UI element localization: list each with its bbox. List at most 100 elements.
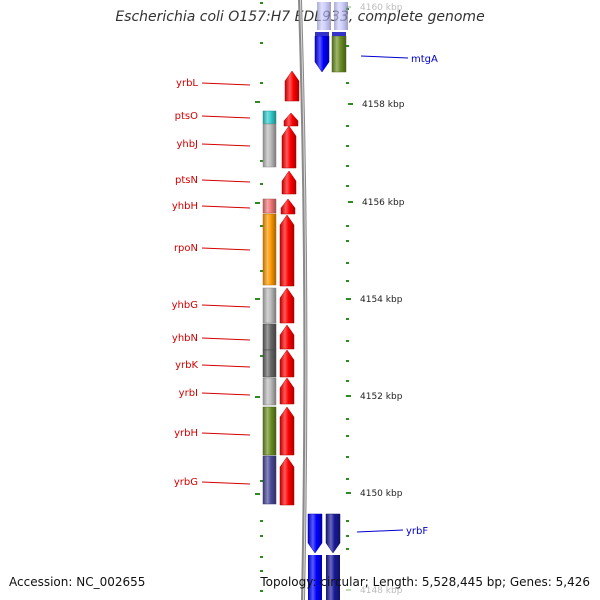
scale-tick [346,492,351,494]
gene-block [331,35,347,73]
scale-tick [346,298,351,300]
gene-label-yrbg: yrbG [174,477,198,488]
scale-tick [348,201,353,203]
tick-mark-left [260,270,263,272]
gene-arrow [283,112,299,127]
tick-mark-left [255,298,260,300]
gene-leader-line [201,364,251,368]
tick-mark-left [260,355,263,357]
tick-mark-right [346,435,349,437]
tick-mark-left [260,520,263,522]
gene-label-yrbi: yrbI [179,388,198,399]
gene-label-ptso: ptsO [175,111,198,122]
tick-mark-right [346,360,349,362]
gene-leader-line [201,481,251,485]
gene-block [262,287,277,324]
gene-leader-line [201,392,251,396]
gene-block [315,32,329,36]
tick-mark-left [260,225,263,227]
tick-mark-right [346,535,349,537]
scale-label: 4154 kbp [360,295,403,305]
tick-mark-left [260,183,263,185]
tick-mark-right [346,318,349,320]
gene-leader-line [201,304,251,308]
scale-label: 4148 kbp [360,586,403,596]
gene-arrow [281,170,297,195]
gene-block [262,406,277,456]
tick-mark-right [346,418,349,420]
gene-block [262,455,277,505]
gene-block-faded [334,2,348,30]
gene-arrow [281,125,297,169]
gene-leader-line [201,143,251,147]
gene-arrow [280,198,296,215]
tick-mark-left [260,42,263,44]
gene-arrow [279,456,295,506]
tick-mark-right [346,165,349,167]
tick-mark-left [260,570,263,572]
gene-leader-line [201,432,251,436]
gene-leader-line [356,529,404,533]
gene-label-yrbl: yrbL [176,78,198,89]
gene-label-yhbn: yhbN [172,333,198,344]
genome-backbone [298,0,308,600]
gene-block [308,555,322,600]
tick-mark-right [346,262,349,264]
scale-tick [346,395,351,397]
scale-label: 4160 kbp [360,3,403,13]
gene-arrow [279,406,295,456]
tick-mark-right [346,520,349,522]
scale-tick [348,103,353,105]
gene-block [262,213,277,286]
gene-label-rpon: rpoN [174,243,198,254]
gene-arrow [325,513,341,554]
gene-label-yrbk: yrbK [175,360,198,371]
gene-arrow [279,377,295,405]
gene-label-yhbh: yhbH [172,201,198,212]
tick-mark-right [346,185,349,187]
tick-mark-right [346,45,349,47]
scale-tick [346,589,351,591]
gene-arrow-yrbf [307,513,323,554]
gene-label-yrbh: yrbH [174,428,198,439]
tick-mark-left [255,202,260,204]
gene-label-yhbj: yhbJ [176,139,198,150]
scale-label: 4156 kbp [362,198,405,208]
tick-mark-left [255,101,260,103]
tick-mark-left [260,160,263,162]
gene-label-ptsn: ptsN [175,175,198,186]
gene-arrow [279,287,295,324]
genome-backbone-highlight [300,0,307,600]
tick-mark-right [346,478,349,480]
tick-mark-left [255,493,260,495]
scale-label: 4158 kbp [362,100,405,110]
tick-mark-right [346,340,349,342]
tick-mark-left [260,82,263,84]
gene-block [262,323,277,351]
tick-mark-left [260,556,263,558]
gene-leader-line [201,82,251,86]
tick-mark-left [255,396,260,398]
gene-block [262,198,277,214]
tick-mark-right [346,548,349,550]
gene-block [262,123,277,168]
tick-mark-left [260,590,263,592]
gene-label-yrbf: yrbF [406,526,428,537]
gene-arrow-mtga [314,35,330,73]
accession-text: Accession: NC_002655 [9,575,146,589]
gene-leader-line [201,115,251,119]
tick-mark-right [346,225,349,227]
topology-text: Topology: circular; Length: 5,528,445 bp… [260,575,590,589]
gene-leader-line [201,179,251,183]
tick-mark-right [346,380,349,382]
gene-block-faded [317,2,331,30]
gene-block [326,555,340,600]
scale-label: 4150 kbp [360,489,403,499]
scale-tick [346,6,351,8]
gene-arrow [284,70,300,102]
tick-mark-right [346,145,349,147]
tick-mark-right [346,240,349,242]
gene-leader-line [201,337,251,341]
tick-mark-right [346,280,349,282]
